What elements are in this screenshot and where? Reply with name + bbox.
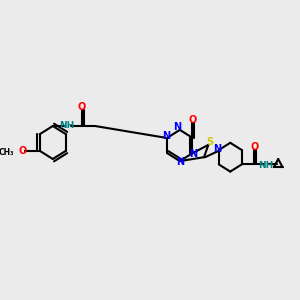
Text: CH₃: CH₃ [0, 148, 14, 157]
Text: NH: NH [258, 161, 274, 170]
Text: O: O [78, 102, 86, 112]
Text: N: N [162, 131, 170, 141]
Text: N: N [213, 144, 221, 154]
Text: N: N [190, 149, 198, 159]
Text: NH: NH [59, 121, 74, 130]
Text: O: O [188, 115, 196, 125]
Text: S: S [206, 137, 213, 147]
Text: O: O [19, 146, 27, 156]
Text: N: N [176, 157, 184, 167]
Text: O: O [250, 142, 258, 152]
Text: N: N [174, 122, 182, 133]
